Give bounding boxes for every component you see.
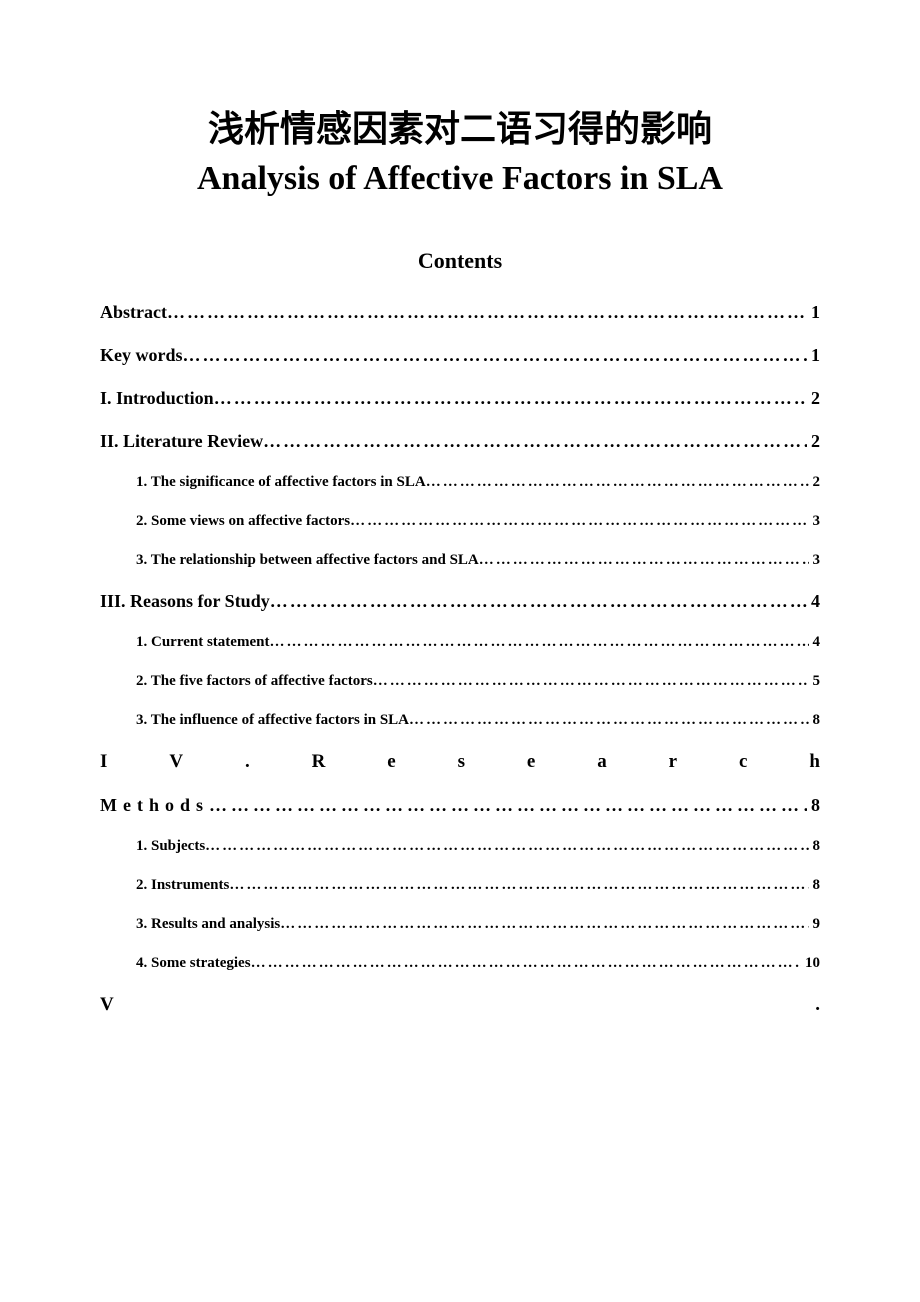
- toc-label: 3. The influence of affective factors in…: [136, 712, 409, 729]
- toc-page: 2: [807, 431, 820, 452]
- title-english: Analysis of Affective Factors in SLA: [100, 160, 820, 198]
- toc-page: 5: [809, 673, 821, 690]
- toc-char: s: [458, 751, 465, 773]
- toc-char: h: [809, 751, 820, 773]
- toc-char: I: [100, 751, 107, 773]
- toc-label: I. Introduction: [100, 388, 214, 409]
- toc-char: e: [387, 751, 395, 773]
- toc-char: R: [312, 751, 326, 773]
- toc-line: III. Reasons for Study 4: [100, 591, 820, 612]
- toc-page: 8: [809, 712, 821, 729]
- toc-page: 3: [809, 513, 821, 530]
- toc-dots: [479, 552, 809, 569]
- toc-char: c: [739, 751, 747, 773]
- toc-dots: [426, 474, 809, 491]
- toc-label: 2. The five factors of affective factors: [136, 673, 373, 690]
- toc-line: 2. The five factors of affective factors…: [100, 673, 820, 690]
- toc-line: I. Introduction 2: [100, 388, 820, 409]
- contents-header: Contents: [100, 248, 820, 274]
- toc-line: 1. Current statement 4: [100, 634, 820, 651]
- toc-page: 1: [807, 302, 820, 323]
- toc-page: 3: [809, 552, 821, 569]
- toc-label: Methods: [100, 795, 209, 816]
- toc-page: 4: [807, 591, 820, 612]
- toc-v-label: V: [100, 994, 114, 1016]
- toc-page: 8: [807, 795, 820, 816]
- toc-page: 2: [807, 388, 820, 409]
- toc-page: 8: [809, 838, 821, 855]
- toc-dots: [373, 673, 809, 690]
- toc-char: .: [245, 751, 250, 773]
- toc-line: 4. Some strategies 10: [100, 955, 820, 972]
- toc-line: 2. Some views on affective factors 3: [100, 513, 820, 530]
- toc-label: III. Reasons for Study: [100, 591, 270, 612]
- toc-v: V .: [100, 994, 820, 1016]
- toc-dots: [280, 916, 808, 933]
- toc-methods: Methods 8: [100, 795, 820, 816]
- toc-v-dot: .: [815, 994, 820, 1016]
- toc-dots: [209, 795, 807, 816]
- toc-iv-research: I V. Re s e a r c h: [100, 751, 820, 773]
- toc-page: 9: [809, 916, 821, 933]
- toc-char: a: [597, 751, 607, 773]
- toc-dots: [270, 591, 807, 612]
- toc-label: 1. Current statement: [136, 634, 269, 651]
- toc-container-2: 1. Subjects 8 2. Instruments 8 3. Results an…: [100, 838, 820, 972]
- toc-char: V: [169, 751, 183, 773]
- toc-char: r: [669, 751, 677, 773]
- toc-line: 2. Instruments 8: [100, 877, 820, 894]
- toc-dots: [263, 431, 807, 452]
- title-chinese: 浅析情感因素对二语习得的影响: [100, 100, 820, 152]
- toc-line: 3. Results and analysis 9: [100, 916, 820, 933]
- toc-line: II. Literature Review 2: [100, 431, 820, 452]
- toc-label: 3. The relationship between affective fa…: [136, 552, 479, 569]
- toc-page: 10: [801, 955, 820, 972]
- toc-line: 1. The significance of affective factors…: [100, 474, 820, 491]
- toc-dots: [251, 955, 801, 972]
- toc-label: 1. The significance of affective factors…: [136, 474, 426, 491]
- toc-dots: [183, 345, 808, 366]
- toc-dots: [205, 838, 808, 855]
- toc-label: 2. Instruments: [136, 877, 229, 894]
- toc-label: Key words: [100, 345, 183, 366]
- toc-dots: [167, 302, 807, 323]
- toc-dots: [269, 634, 808, 651]
- toc-page: 1: [807, 345, 820, 366]
- toc-container: Abstract1Key words1I. Introduction2II. L…: [100, 302, 820, 729]
- toc-page: 2: [809, 474, 821, 491]
- toc-dots: [409, 712, 808, 729]
- toc-line: Key words 1: [100, 345, 820, 366]
- toc-line: 1. Subjects 8: [100, 838, 820, 855]
- toc-page: 4: [809, 634, 821, 651]
- toc-dots: [350, 513, 808, 530]
- toc-line: Abstract 1: [100, 302, 820, 323]
- toc-label: 3. Results and analysis: [136, 916, 280, 933]
- toc-dots: [229, 877, 808, 894]
- toc-label: 2. Some views on affective factors: [136, 513, 350, 530]
- toc-page: 8: [809, 877, 821, 894]
- toc-line: 3. The relationship between affective fa…: [100, 552, 820, 569]
- toc-char: e: [527, 751, 535, 773]
- toc-label: Abstract: [100, 302, 167, 323]
- toc-label: 4. Some strategies: [136, 955, 251, 972]
- toc-line: 3. The influence of affective factors in…: [100, 712, 820, 729]
- toc-label: 1. Subjects: [136, 838, 205, 855]
- toc-label: II. Literature Review: [100, 431, 263, 452]
- toc-dots: [214, 388, 807, 409]
